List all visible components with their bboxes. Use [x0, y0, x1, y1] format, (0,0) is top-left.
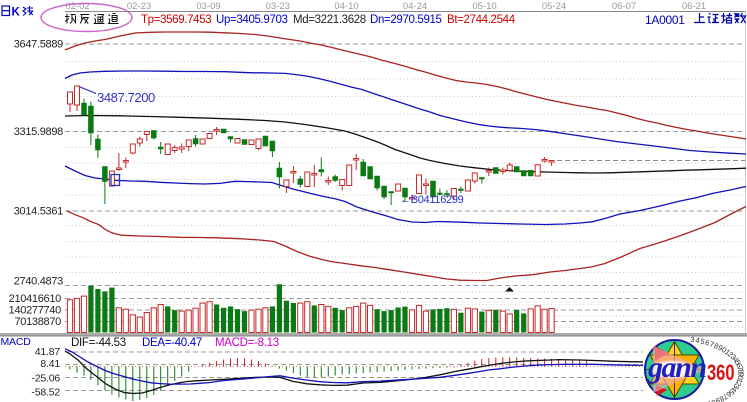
svg-text:0: 0: [736, 375, 746, 381]
svg-text:360: 360: [707, 360, 735, 385]
svg-text:03-09: 03-09: [196, 1, 220, 12]
svg-text:41.87: 41.87: [35, 346, 61, 358]
svg-text:Md=3221.3628: Md=3221.3628: [293, 14, 366, 26]
svg-text:7: 7: [735, 365, 745, 371]
svg-text:1: 1: [735, 377, 745, 384]
svg-text:4: 4: [730, 385, 739, 394]
svg-text:Up=3405.9703: Up=3405.9703: [216, 14, 288, 26]
svg-text:3647.5889: 3647.5889: [14, 39, 63, 51]
svg-text:3315.9898: 3315.9898: [14, 126, 63, 138]
svg-text:2: 2: [726, 350, 735, 360]
svg-text:70138870: 70138870: [14, 316, 61, 328]
svg-text:3: 3: [690, 335, 695, 344]
svg-text:1: 1: [723, 347, 732, 357]
svg-text:9: 9: [736, 372, 745, 377]
svg-text:7: 7: [708, 339, 715, 349]
svg-text:7: 7: [721, 392, 729, 402]
svg-text:Dn=2970.5915: Dn=2970.5915: [370, 14, 442, 26]
svg-text:9: 9: [716, 343, 724, 353]
svg-text:2: 2: [733, 380, 743, 388]
svg-text:6: 6: [734, 362, 744, 369]
svg-text:02-02: 02-02: [65, 1, 89, 12]
svg-text:04-10: 04-10: [334, 1, 358, 12]
svg-text:3014.5361: 3014.5361: [14, 206, 63, 218]
svg-text:8: 8: [736, 369, 745, 374]
svg-text:4: 4: [731, 355, 741, 364]
svg-text:←B04116299: ←B04116299: [400, 194, 464, 206]
svg-text:05-10: 05-10: [472, 1, 496, 12]
svg-text:-58.52: -58.52: [31, 387, 60, 399]
svg-text:5: 5: [733, 358, 743, 366]
svg-text:02-23: 02-23: [127, 1, 151, 12]
svg-text:3: 3: [729, 352, 738, 361]
svg-text:8.41: 8.41: [40, 358, 60, 370]
svg-text:210416610: 210416610: [9, 293, 62, 305]
svg-text:9: 9: [714, 396, 721, 402]
svg-text:DIF=-44.53: DIF=-44.53: [71, 337, 126, 349]
svg-text:6: 6: [704, 338, 711, 348]
svg-text:05-24: 05-24: [542, 1, 566, 12]
svg-text:2740.4873: 2740.4873: [14, 276, 63, 288]
svg-text:Bt=2744.2544: Bt=2744.2544: [447, 14, 516, 26]
svg-text:06-07: 06-07: [612, 1, 636, 12]
svg-text:3: 3: [732, 382, 742, 391]
svg-text:6: 6: [724, 390, 733, 400]
svg-text:K: K: [12, 7, 21, 19]
svg-text:3487.7200: 3487.7200: [97, 90, 155, 105]
svg-text:1A0001: 1A0001: [645, 13, 685, 27]
svg-text:140277740: 140277740: [9, 305, 62, 317]
svg-text:03-23: 03-23: [266, 1, 290, 12]
svg-text:0: 0: [710, 398, 717, 402]
svg-text:04-24: 04-24: [403, 1, 427, 12]
svg-text:MACD: MACD: [1, 336, 32, 348]
svg-text:8: 8: [713, 341, 720, 351]
svg-text:0: 0: [720, 345, 728, 355]
svg-text:DEA=-40.47: DEA=-40.47: [142, 337, 202, 349]
svg-text:MACD=-8.13: MACD=-8.13: [215, 337, 279, 349]
svg-text:-25.06: -25.06: [31, 373, 60, 385]
svg-text:4: 4: [695, 336, 701, 346]
svg-text:06-21: 06-21: [682, 1, 706, 12]
svg-text:gann: gann: [647, 351, 707, 384]
svg-text:1: 1: [706, 399, 713, 402]
svg-text:5: 5: [727, 387, 736, 396]
svg-text:Tp=3569.7453: Tp=3569.7453: [141, 14, 211, 26]
svg-text:8: 8: [718, 394, 726, 402]
svg-text:5: 5: [699, 337, 705, 347]
